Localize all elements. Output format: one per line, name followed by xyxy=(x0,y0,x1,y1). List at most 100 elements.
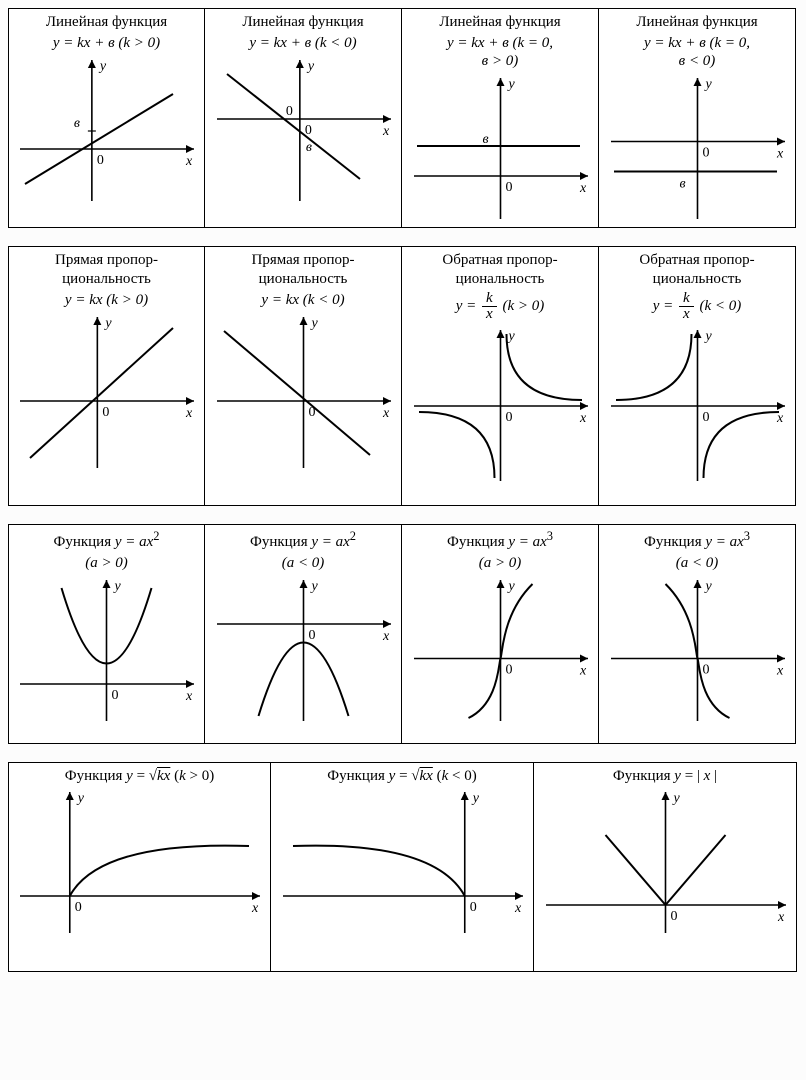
cell-title: Прямая пропор- циональность xyxy=(252,251,355,289)
svg-text:y: y xyxy=(506,77,515,92)
cell-parab_up: Функция y = ax2(a > 0) x y 0 xyxy=(8,524,205,744)
graph-sqrt_neg: x y 0 xyxy=(278,788,527,938)
cell-title: Линейная функция xyxy=(439,13,560,32)
graph-abs: x y 0 xyxy=(541,788,790,938)
svg-text:y: y xyxy=(98,59,107,74)
graph-linear_pos: x y 0 в xyxy=(15,56,198,206)
svg-text:0: 0 xyxy=(102,405,109,420)
cell-formula: y = kx + в (k > 0) xyxy=(53,34,160,52)
cell-formula: y = kx (k > 0) xyxy=(65,291,148,309)
svg-text:y: y xyxy=(76,791,85,806)
cell-cubic_neg: Функция y = ax3 (a < 0) x y 0 xyxy=(599,524,796,744)
graph-parab_down: x y 0 xyxy=(212,576,395,726)
svg-text:y: y xyxy=(703,329,712,344)
svg-text:x: x xyxy=(185,689,193,704)
cell-formula: y = kx (k < 0) xyxy=(261,291,344,309)
svg-text:x: x xyxy=(776,146,784,161)
cell-title: Линейная функция xyxy=(46,13,167,32)
cell-formula: y = kx + в (k = 0,в < 0) xyxy=(644,34,750,70)
cell-formula: y = kx + в (k = 0,в > 0) xyxy=(447,34,553,70)
cell-title: Функция y = ax3 xyxy=(447,529,553,552)
svg-text:0: 0 xyxy=(702,662,709,677)
svg-text:x: x xyxy=(382,629,390,644)
graph-parab_up: x y 0 xyxy=(15,576,198,726)
cell-title: Обратная пропор- циональность xyxy=(442,251,557,289)
cell-title: Функция y = ax2 xyxy=(250,529,356,552)
row-3: Функция y = √kx (k > 0) x y 0 Функция y … xyxy=(8,762,798,972)
cell-formula: (a < 0) xyxy=(282,554,325,572)
cell-hyp_pos: Обратная пропор- циональностьy = kx (k >… xyxy=(402,246,599,506)
svg-text:0: 0 xyxy=(308,628,315,643)
svg-text:y: y xyxy=(703,77,712,92)
svg-text:x: x xyxy=(185,154,193,169)
svg-text:y: y xyxy=(309,579,318,594)
svg-text:x: x xyxy=(579,181,587,196)
cell-prop_neg: Прямая пропор- циональность y = kx (k < 0… xyxy=(205,246,402,506)
svg-text:0: 0 xyxy=(505,180,512,195)
cell-sqrt_neg: Функция y = √kx (k < 0) x y 0 xyxy=(271,762,534,972)
svg-text:x: x xyxy=(251,901,259,916)
svg-text:y: y xyxy=(103,316,112,331)
svg-text:y: y xyxy=(506,329,515,344)
graph-sqrt_pos: x y 0 xyxy=(15,788,264,938)
svg-text:x: x xyxy=(514,901,522,916)
cell-title: Функция y = ax3 xyxy=(644,529,750,552)
cell-formula: (a > 0) xyxy=(85,554,128,572)
svg-text:в: в xyxy=(74,116,80,131)
row-2: Функция y = ax2(a > 0) x y 0 Функция y =… xyxy=(8,524,798,744)
graph-hyp_neg: x y 0 xyxy=(606,326,789,486)
cell-sqrt_pos: Функция y = √kx (k > 0) x y 0 xyxy=(8,762,271,972)
svg-text:x: x xyxy=(185,406,193,421)
cell-formula: y = kx (k > 0) xyxy=(456,291,545,322)
svg-text:0: 0 xyxy=(702,410,709,425)
svg-text:0: 0 xyxy=(670,909,677,924)
graph-cubic_pos: x y 0 xyxy=(409,576,592,726)
cell-const_pos: Линейная функция y = kx + в (k = 0,в > 0)… xyxy=(402,8,599,228)
graph-prop_neg: x y 0 xyxy=(212,313,395,473)
graph-cubic_neg: x y 0 xyxy=(606,576,789,726)
svg-text:y: y xyxy=(470,791,479,806)
svg-text:0: 0 xyxy=(469,900,476,915)
cell-formula: y = kx + в (k < 0) xyxy=(249,34,356,52)
cell-formula: (a > 0) xyxy=(479,554,522,572)
svg-text:в: в xyxy=(482,132,488,147)
svg-text:x: x xyxy=(382,124,390,139)
graph-hyp_pos: x y 0 xyxy=(409,326,592,486)
svg-text:y: y xyxy=(309,316,318,331)
graph-const_neg: x y 0 в xyxy=(606,74,789,221)
svg-text:0: 0 xyxy=(505,410,512,425)
svg-text:в: в xyxy=(305,140,311,155)
svg-text:x: x xyxy=(579,663,587,678)
cell-formula: y = kx (k < 0) xyxy=(653,291,742,322)
graph-const_pos: x y 0 в xyxy=(409,74,592,221)
cell-title: Линейная функция xyxy=(636,13,757,32)
svg-text:x: x xyxy=(579,411,587,426)
cell-formula: (a < 0) xyxy=(676,554,719,572)
svg-text:y: y xyxy=(671,791,680,806)
graph-prop_pos: x y 0 xyxy=(15,313,198,473)
svg-text:y: y xyxy=(506,579,515,594)
cell-title: Функция y = √kx (k > 0) xyxy=(65,767,214,786)
row-1: Прямая пропор- циональность y = kx (k > 0… xyxy=(8,246,798,506)
svg-text:0: 0 xyxy=(505,662,512,677)
svg-text:0: 0 xyxy=(285,104,292,119)
svg-text:в: в xyxy=(679,176,685,191)
cell-title: Прямая пропор- циональность xyxy=(55,251,158,289)
svg-text:0: 0 xyxy=(97,153,104,168)
svg-text:0: 0 xyxy=(75,900,82,915)
cell-prop_pos: Прямая пропор- циональность y = kx (k > 0… xyxy=(8,246,205,506)
cell-title: Обратная пропор- циональность xyxy=(639,251,754,289)
cell-title: Линейная функция xyxy=(242,13,363,32)
svg-text:y: y xyxy=(113,579,122,594)
cell-abs: Функция y = | x | x y 0 xyxy=(534,762,797,972)
cell-hyp_neg: Обратная пропор- циональностьy = kx (k <… xyxy=(599,246,796,506)
cell-linear_pos: Линейная функция y = kx + в (k > 0) x y 0… xyxy=(8,8,205,228)
graph-linear_neg: x y 0 в 0 xyxy=(212,56,395,206)
svg-text:x: x xyxy=(777,910,785,925)
row-0: Линейная функция y = kx + в (k > 0) x y 0… xyxy=(8,8,798,228)
svg-text:y: y xyxy=(305,59,314,74)
cell-cubic_pos: Функция y = ax3 (a > 0) x y 0 xyxy=(402,524,599,744)
svg-text:x: x xyxy=(776,411,784,426)
svg-text:x: x xyxy=(382,406,390,421)
cell-linear_neg: Линейная функция y = kx + в (k < 0) x y 0… xyxy=(205,8,402,228)
